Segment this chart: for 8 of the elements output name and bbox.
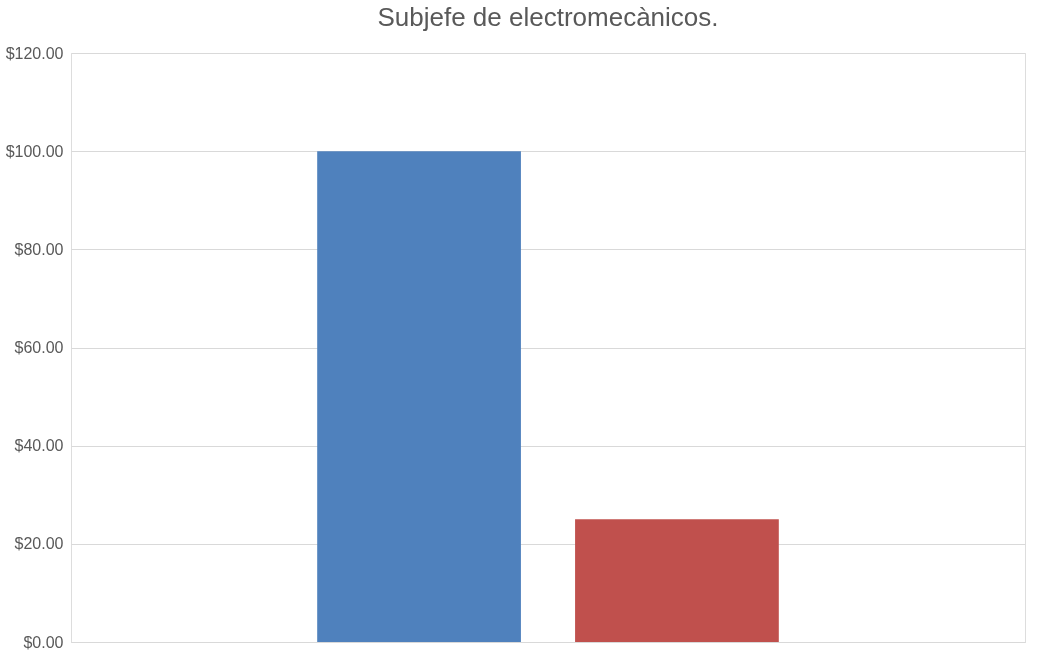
y-tick-label: $0.00 (23, 633, 64, 651)
y-tick-label: $60.00 (14, 339, 64, 356)
y-tick-label: $80.00 (14, 240, 64, 258)
chart-title: Subjefe de electromecànicos. (377, 2, 719, 32)
y-tick-label: $100.00 (5, 142, 64, 160)
y-tick-label: $40.00 (14, 437, 64, 455)
y-tick-label: $120.00 (5, 44, 64, 62)
y-tick-label: $20.00 (14, 535, 64, 553)
